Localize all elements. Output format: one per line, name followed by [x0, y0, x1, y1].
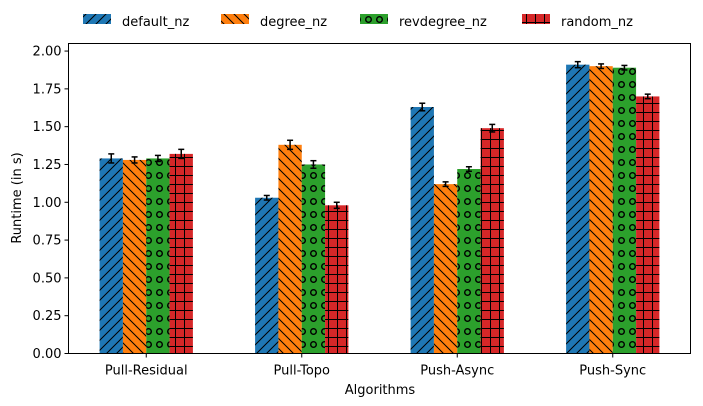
y-tick-label: 1.50 [33, 120, 62, 135]
x-tick-label-push-async: Push-Async [420, 364, 494, 379]
bar-hatch-random-nz-pull-topo [325, 205, 348, 353]
y-tick-label: 0.50 [33, 271, 62, 286]
y-tick-label: 1.75 [33, 82, 62, 97]
y-axis: 0.00 0.25 0.50 0.75 1.00 1.25 1.50 1.75 2.00 [33, 45, 69, 362]
bar-hatch-random-nz-push-sync [636, 96, 659, 353]
y-tick-label: 1.25 [33, 158, 62, 173]
bar-hatch-degree-nz-push-sync [589, 66, 612, 353]
y-axis-label: Runtime (in s) [10, 152, 25, 243]
legend: default_nz degree_nz revdegree_nz random_nz [83, 14, 633, 30]
bar-hatch-random-nz-push-async [481, 128, 504, 353]
x-tick-label-push-sync: Push-Sync [579, 364, 646, 379]
legend-swatch-hatch-default-nz [83, 14, 111, 24]
legend-swatch-hatch-revdegree-nz [360, 14, 388, 24]
legend-item-random-nz: random_nz [522, 14, 633, 30]
legend-item-default-nz: default_nz [83, 14, 189, 30]
bars-group [100, 65, 660, 354]
bar-hatch-revdegree-nz-pull-topo [302, 164, 325, 353]
x-axis-label: Algorithms [345, 383, 416, 398]
x-axis: Pull-Residual Pull-Topo Push-Async Push-Syn… [105, 354, 646, 379]
y-tick-label: 2.00 [33, 45, 62, 60]
y-tick-label: 0.75 [33, 234, 62, 249]
legend-item-degree-nz: degree_nz [221, 14, 327, 30]
x-tick-label-pull-topo: Pull-Topo [274, 364, 331, 379]
bar-hatch-default-nz-push-async [411, 107, 434, 353]
bar-hatch-degree-nz-pull-topo [278, 145, 301, 354]
legend-label-revdegree-nz: revdegree_nz [399, 15, 487, 30]
bar-hatch-random-nz-pull-residual [170, 154, 193, 354]
bar-hatch-revdegree-nz-push-sync [613, 68, 636, 354]
bar-hatch-default-nz-push-sync [566, 65, 589, 354]
bar-hatch-degree-nz-pull-residual [123, 160, 146, 354]
legend-swatch-hatch-degree-nz [221, 14, 249, 24]
bar-hatch-default-nz-pull-residual [100, 158, 123, 353]
legend-label-random-nz: random_nz [561, 15, 633, 30]
bar-hatch-revdegree-nz-pull-residual [146, 158, 169, 353]
y-tick-label: 0.00 [33, 347, 62, 362]
legend-swatch-hatch-random-nz [522, 14, 550, 24]
bar-hatch-default-nz-pull-topo [255, 198, 278, 354]
legend-item-revdegree-nz: revdegree_nz [360, 14, 487, 30]
legend-label-degree-nz: degree_nz [260, 15, 327, 30]
x-tick-label-pull-residual: Pull-Residual [105, 364, 188, 379]
y-tick-label: 0.25 [33, 309, 62, 324]
y-tick-label: 1.00 [33, 196, 62, 211]
legend-label-default-nz: default_nz [122, 15, 189, 30]
error-bar-degree-nz-push-sync [598, 64, 604, 69]
bar-hatch-revdegree-nz-push-async [457, 169, 480, 353]
bar-hatch-degree-nz-push-async [434, 184, 457, 353]
